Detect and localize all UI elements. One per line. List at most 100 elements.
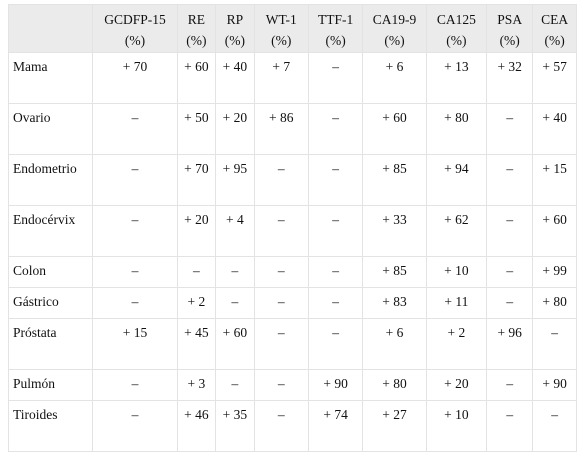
row-label: Colon: [7, 256, 94, 288]
row-label: Endometrio: [7, 154, 94, 206]
column-unit: (%): [499, 33, 520, 48]
table-cell: + 90: [532, 369, 577, 401]
table-cell: + 86: [253, 103, 309, 155]
table-cell: + 45: [176, 318, 217, 370]
table-cell: + 20: [215, 103, 255, 155]
table-cell: + 20: [425, 369, 488, 401]
column-header: TTF-1 (%): [307, 4, 364, 53]
column-name: CEA: [541, 12, 569, 27]
table-cell: + 83: [362, 287, 427, 319]
table-cell: –: [92, 103, 178, 155]
table-cell: + 70: [92, 52, 178, 104]
header-row: GCDFP-15 (%) RE (%) RP (%) WT-1 (%) TTF-1 (%)…: [7, 4, 577, 53]
table-cell: –: [307, 318, 364, 370]
table-cell: –: [215, 256, 255, 288]
table-cell: + 95: [215, 154, 255, 206]
table-cell: + 2: [176, 287, 217, 319]
table-row: Endocérvix – + 20 + 4 – – + 33 + 62 – + …: [7, 205, 577, 257]
column-unit: (%): [325, 33, 346, 48]
column-name: WT-1: [265, 12, 297, 27]
table-cell: –: [486, 205, 534, 257]
column-header: CA125 (%): [425, 4, 488, 53]
header-corner-cell: [7, 4, 94, 53]
table-cell: + 99: [532, 256, 577, 288]
table-cell: + 15: [92, 318, 178, 370]
table-cell: + 27: [362, 400, 427, 452]
table-cell: –: [253, 256, 309, 288]
table-cell: –: [486, 287, 534, 319]
column-header: RP (%): [215, 4, 255, 53]
table-cell: + 96: [486, 318, 534, 370]
column-header: GCDFP-15 (%): [92, 4, 178, 53]
table-cell: –: [215, 287, 255, 319]
column-name: TTF-1: [317, 12, 354, 27]
table-cell: + 15: [532, 154, 577, 206]
table-cell: –: [307, 256, 364, 288]
table-cell: –: [253, 369, 309, 401]
table-cell: + 74: [307, 400, 364, 452]
table-cell: + 6: [362, 318, 427, 370]
table-cell: + 3: [176, 369, 217, 401]
column-unit: (%): [446, 33, 467, 48]
table-cell: + 70: [176, 154, 217, 206]
column-name: CA125: [436, 12, 476, 27]
table-cell: + 60: [362, 103, 427, 155]
table-row: Endometrio – + 70 + 95 – – + 85 + 94 – +…: [7, 154, 577, 206]
table-cell: + 80: [532, 287, 577, 319]
column-unit: (%): [124, 33, 146, 48]
column-header: RE (%): [176, 4, 217, 53]
table-cell: –: [532, 318, 577, 370]
table-cell: + 80: [425, 103, 488, 155]
table-row: Colon – – – – – + 85 + 10 – + 99: [7, 256, 577, 288]
table-row: Tiroides – + 46 + 35 – + 74 + 27 + 10 – …: [7, 400, 577, 452]
table-cell: –: [307, 103, 364, 155]
column-header: CA19-9 (%): [362, 4, 427, 53]
table-cell: –: [92, 256, 178, 288]
table-cell: + 2: [425, 318, 488, 370]
table-cell: + 60: [215, 318, 255, 370]
table-body: Mama + 70 + 60 + 40 + 7 – + 6 + 13 + 32 …: [7, 52, 577, 452]
column-header: CEA (%): [532, 4, 577, 53]
table-cell: –: [307, 287, 364, 319]
table-cell: + 40: [215, 52, 255, 104]
table-cell: –: [92, 369, 178, 401]
column-unit: (%): [271, 33, 292, 48]
column-name: PSA: [497, 12, 523, 27]
table-row: Próstata + 15 + 45 + 60 – – + 6 + 2 + 96…: [7, 318, 577, 370]
table-row: Ovario – + 50 + 20 + 86 – + 60 + 80 – + …: [7, 103, 577, 155]
column-name: GCDFP-15: [104, 12, 166, 27]
row-label: Próstata: [7, 318, 94, 370]
column-unit: (%): [186, 33, 207, 48]
row-label: Gástrico: [7, 287, 94, 319]
table-cell: –: [486, 369, 534, 401]
table-cell: –: [92, 400, 178, 452]
table-cell: + 40: [532, 103, 577, 155]
table-cell: + 20: [176, 205, 217, 257]
column-name: CA19-9: [372, 12, 417, 27]
column-unit: (%): [544, 33, 565, 48]
table-cell: –: [486, 256, 534, 288]
table-cell: –: [92, 205, 178, 257]
table-cell: –: [307, 52, 364, 104]
table-cell: –: [532, 400, 577, 452]
table-cell: + 6: [362, 52, 427, 104]
table-cell: –: [253, 400, 309, 452]
table-cell: + 7: [253, 52, 309, 104]
table-cell: + 90: [307, 369, 364, 401]
table-cell: –: [92, 287, 178, 319]
table-cell: + 10: [425, 256, 488, 288]
table-cell: –: [253, 287, 309, 319]
table-cell: + 10: [425, 400, 488, 452]
table-cell: –: [486, 154, 534, 206]
table-cell: + 32: [486, 52, 534, 104]
table-cell: + 85: [362, 256, 427, 288]
table-cell: –: [253, 205, 309, 257]
table-cell: + 11: [425, 287, 488, 319]
table-cell: –: [92, 154, 178, 206]
table-row: Mama + 70 + 60 + 40 + 7 – + 6 + 13 + 32 …: [7, 52, 577, 104]
table-row: Gástrico – + 2 – – – + 83 + 11 – + 80: [7, 287, 577, 319]
column-unit: (%): [384, 33, 405, 48]
row-label: Ovario: [7, 103, 94, 155]
column-name: RP: [226, 12, 244, 27]
table-cell: –: [307, 205, 364, 257]
